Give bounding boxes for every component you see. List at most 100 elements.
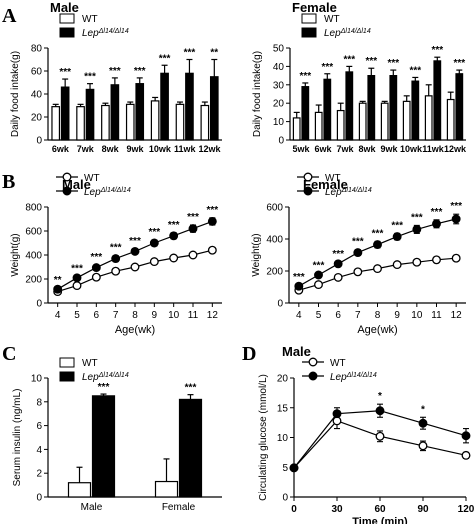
- legend-marker: [62, 172, 72, 182]
- x-tick-label: 5wk: [292, 144, 310, 154]
- x-tick-label: 9wk: [380, 144, 398, 154]
- bar-wt: [292, 117, 301, 141]
- significance-marker: ***: [387, 58, 399, 69]
- bar-wt: [125, 103, 135, 141]
- y-axis-label: Daily food intake(g): [252, 51, 263, 137]
- significance-marker: ***: [168, 220, 180, 231]
- legend-label: LepΔl14/Δl14: [325, 187, 372, 199]
- data-point-wt: [392, 260, 402, 270]
- data-point-wt: [188, 250, 198, 260]
- x-tick-label: 0: [291, 504, 297, 515]
- data-point-lep: [72, 273, 82, 283]
- y-axis-label: Serum insulin (ng/mL): [12, 389, 23, 487]
- x-tick-label: 120: [458, 504, 474, 515]
- y-tick-label: 20: [277, 374, 289, 385]
- significance-marker: ***: [90, 252, 102, 263]
- data-point-wt: [353, 267, 363, 277]
- significance-marker: ***: [134, 66, 146, 77]
- y-tick-label: 5: [282, 463, 288, 474]
- y-tick-label: 0: [36, 136, 42, 147]
- legend-label: WT: [84, 173, 100, 184]
- data-point-wt: [373, 264, 382, 274]
- significance-marker: ***: [332, 249, 344, 260]
- chart-A-male: 0 20 40 60 80 Daily food intake(g) *** 6wk *** 7w…: [10, 0, 222, 154]
- bar-wt: [51, 106, 61, 141]
- y-axis-label: Weight(g): [10, 233, 21, 276]
- significance-marker: ***: [321, 62, 333, 73]
- legend-label: LepΔl14/Δl14: [84, 187, 131, 199]
- bar-lep: [411, 80, 420, 141]
- data-point-lep: [353, 248, 363, 258]
- bar-lep: [85, 88, 95, 141]
- data-point-lep: [314, 270, 323, 280]
- y-tick-label: 0: [277, 299, 283, 310]
- data-point-lep: [432, 219, 441, 229]
- significance-marker: ***: [206, 205, 218, 216]
- x-tick-label: 11: [188, 310, 199, 321]
- bar-wt: [358, 102, 367, 141]
- data-point-wt: [130, 262, 140, 272]
- data-point-wt: [375, 431, 385, 441]
- y-tick-label: 600: [25, 227, 42, 238]
- legend-marker: [308, 357, 318, 367]
- data-point-lep: [169, 231, 179, 241]
- x-tick-label: 12: [451, 310, 463, 321]
- significance-marker: ***: [409, 65, 421, 76]
- y-tick-label: 10: [31, 374, 43, 385]
- panel-label-d: D: [242, 343, 256, 365]
- y-tick-label: 80: [31, 44, 43, 55]
- data-point-lep: [188, 224, 198, 234]
- chart-title: Female: [303, 177, 348, 192]
- chart-title: Male: [50, 0, 79, 15]
- data-point-wt: [432, 255, 441, 265]
- y-tick-label: 50: [273, 44, 285, 55]
- significance-marker: ***: [299, 71, 311, 82]
- significance-marker: *: [378, 391, 382, 402]
- x-tick-label: 11: [431, 310, 442, 321]
- x-tick-label: 7: [113, 310, 119, 321]
- x-tick-label: 8wk: [358, 144, 376, 154]
- chart-B-male: 0 200 400 600 800 Weight(g) 4 5 6 7 8 9 10 11 12 Age(wk…: [10, 172, 222, 336]
- data-point-lep: [111, 254, 121, 264]
- bar-lep: [178, 398, 203, 498]
- bar-wt: [314, 111, 323, 141]
- y-tick-label: 20: [31, 113, 43, 124]
- chart-C: 0 2 4 6 8 10 Serum insulin (ng/mL) *** Male *** Fe…: [12, 357, 222, 513]
- bar-lep: [110, 84, 120, 141]
- x-tick-label: 8: [375, 310, 381, 321]
- significance-marker: ***: [110, 243, 122, 254]
- y-tick-label: 30: [273, 80, 285, 91]
- x-tick-label: 5: [74, 310, 80, 321]
- x-tick-label: 10wk: [400, 144, 423, 154]
- y-tick-label: 0: [282, 493, 288, 504]
- significance-marker: ***: [184, 48, 196, 59]
- x-tick-label: 6wk: [52, 144, 70, 154]
- data-point-lep: [412, 224, 422, 234]
- x-tick-label: 7wk: [336, 144, 354, 154]
- significance-marker: ***: [185, 383, 197, 394]
- bar-lep: [367, 74, 376, 141]
- legend-label: LepΔl14/Δl14: [82, 372, 129, 384]
- data-point-wt: [91, 272, 101, 282]
- x-tick-label: 5: [316, 310, 322, 321]
- x-tick-label: 10: [168, 310, 180, 321]
- y-tick-label: 6: [36, 421, 42, 432]
- y-tick-label: 10: [273, 117, 285, 128]
- y-tick-label: 20: [273, 99, 285, 110]
- bar-wt: [424, 95, 433, 141]
- data-point-wt: [333, 272, 343, 282]
- bar-wt: [336, 109, 345, 141]
- significance-marker: ***: [343, 54, 355, 65]
- legend-marker: [303, 172, 313, 182]
- x-tick-label: 6: [335, 310, 341, 321]
- data-point-wt: [111, 266, 121, 276]
- y-tick-label: 40: [273, 62, 285, 73]
- x-tick-label: 9: [394, 310, 400, 321]
- bar-lep: [389, 74, 398, 141]
- significance-marker: ***: [391, 220, 403, 231]
- bar-lep: [60, 86, 70, 141]
- chart-title: Male: [282, 344, 311, 359]
- bar-lep: [135, 83, 145, 141]
